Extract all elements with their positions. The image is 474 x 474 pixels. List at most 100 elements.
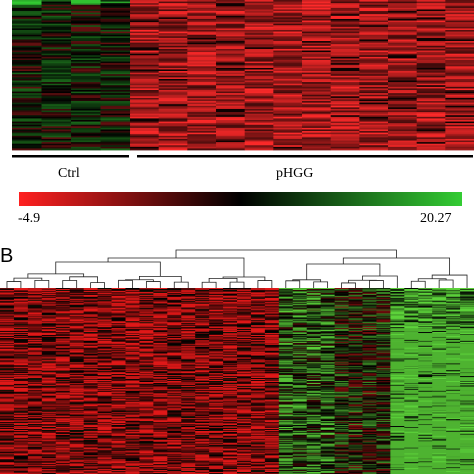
heatmap-a-cell: [445, 135, 474, 138]
heatmap-b-cell: [446, 345, 461, 348]
heatmap-b-cell: [446, 347, 461, 350]
heatmap-b-cell: [306, 348, 322, 351]
heatmap-a-cell: [359, 4, 389, 7]
heatmap-a-cell: [359, 142, 389, 145]
heatmap-a-cell: [12, 118, 42, 121]
heatmap-a-cell: [244, 64, 274, 67]
heatmap-a-cell: [445, 118, 474, 121]
heatmap-a-cell: [388, 134, 418, 137]
heatmap-b-cell: [111, 346, 126, 349]
heatmap-a-cell: [388, 7, 418, 10]
heatmap-b-cell: [69, 353, 85, 355]
heatmap-b-cell: [83, 294, 98, 297]
heatmap-b-cell: [390, 331, 405, 333]
heatmap-a-cell: [359, 23, 389, 26]
heatmap-b-cell: [167, 352, 182, 354]
heatmap-a-cell: [244, 126, 274, 129]
heatmap-b-cell: [237, 307, 252, 309]
heatmap-b-cell: [97, 297, 112, 300]
heatmap-b-cell: [306, 350, 322, 353]
heatmap-a-cell: [330, 116, 360, 119]
heatmap-b-cell: [250, 362, 266, 364]
heatmap-b-cell: [97, 310, 112, 312]
heatmap-b-cell: [195, 344, 210, 347]
heatmap-b-cell: [418, 378, 433, 380]
heatmap-a-cell: [273, 75, 303, 78]
heatmap-b-cell: [432, 341, 447, 344]
heatmap-a-cell: [158, 36, 188, 39]
heatmap-b-cell: [27, 309, 43, 311]
heatmap-a-cell: [12, 142, 42, 145]
heatmap-b-cell: [0, 381, 15, 384]
heatmap-b-cell: [237, 308, 252, 310]
heatmap-a-cell: [302, 91, 332, 94]
heatmap-b-cell: [460, 326, 474, 328]
heatmap-b-cell: [404, 288, 419, 290]
heatmap-a-cell: [330, 25, 360, 28]
heatmap-b-cell: [362, 308, 377, 310]
heatmap-a-cell: [130, 145, 160, 148]
heatmap-b-cell: [13, 304, 29, 307]
heatmap-b-cell: [125, 343, 140, 346]
heatmap-b-cell: [362, 335, 377, 338]
heatmap-a-cell: [330, 58, 360, 61]
heatmap-b-cell: [320, 335, 335, 338]
heatmap-a-cell: [100, 7, 131, 10]
heatmap-b-cell: [432, 332, 447, 334]
heatmap-b-cell: [237, 339, 252, 342]
heatmap-b-cell: [167, 385, 182, 388]
heatmap-b-cell: [237, 297, 252, 300]
heatmap-a-cell: [158, 67, 188, 70]
heatmap-b-cell: [446, 294, 461, 297]
heatmap-a-cell: [388, 148, 418, 151]
heatmap-b-cell: [237, 381, 252, 384]
heatmap-b-cell: [0, 373, 15, 375]
heatmap-b-cell: [320, 303, 335, 306]
heatmap-b-cell: [83, 321, 98, 323]
heatmap-a-cell: [330, 105, 360, 108]
heatmap-a-cell: [330, 22, 360, 25]
heatmap-b-cell: [278, 303, 294, 306]
heatmap-b-cell: [69, 340, 85, 343]
heatmap-b-cell: [195, 357, 210, 359]
heatmap-b-cell: [27, 350, 43, 353]
heatmap-b-cell: [69, 383, 85, 386]
heatmap-b-cell: [250, 363, 266, 365]
heatmap-b-cell: [404, 368, 419, 370]
heatmap-a-cell: [71, 91, 101, 94]
heatmap-b-cell: [362, 351, 377, 354]
heatmap-b-cell: [27, 348, 43, 351]
heatmap-b-cell: [125, 348, 140, 351]
heatmap-b-cell: [0, 347, 15, 350]
heatmap-a-cell: [158, 120, 188, 122]
heatmap-b-cell: [69, 327, 85, 329]
heatmap-b-cell: [348, 355, 363, 357]
heatmap-a-cell: [216, 42, 246, 45]
heatmap-b-cell: [460, 382, 474, 385]
heatmap-b-cell: [209, 326, 224, 328]
heatmap-a-cell: [302, 143, 332, 146]
heatmap-b-cell: [97, 351, 112, 354]
heatmap-b-cell: [125, 366, 140, 368]
heatmap-a-cell: [302, 99, 332, 102]
heatmap-b-cell: [125, 356, 140, 358]
heatmap-b-cell: [418, 377, 433, 379]
heatmap-b-cell: [69, 317, 85, 319]
heatmap-b-cell: [27, 334, 43, 337]
heatmap-b-cell: [181, 369, 196, 371]
heatmap-b-cell: [250, 381, 266, 383]
heatmap-b-cell: [55, 376, 71, 378]
heatmap-b-cell: [446, 348, 461, 351]
heatmap-b-cell: [41, 312, 57, 314]
heatmap-a-cell: [130, 33, 160, 36]
heatmap-a-cell: [416, 39, 446, 42]
heatmap-a-cell: [416, 22, 446, 25]
heatmap-b-cell: [97, 292, 112, 295]
heatmap-b-cell: [334, 306, 349, 308]
heatmap-b-cell: [306, 324, 322, 326]
heatmap-a-cell: [302, 55, 332, 58]
heatmap-a-cell: [12, 50, 42, 53]
heatmap-a-cell: [273, 1, 303, 4]
heatmap-b-cell: [460, 379, 474, 381]
heatmap-b-cell: [404, 384, 419, 387]
